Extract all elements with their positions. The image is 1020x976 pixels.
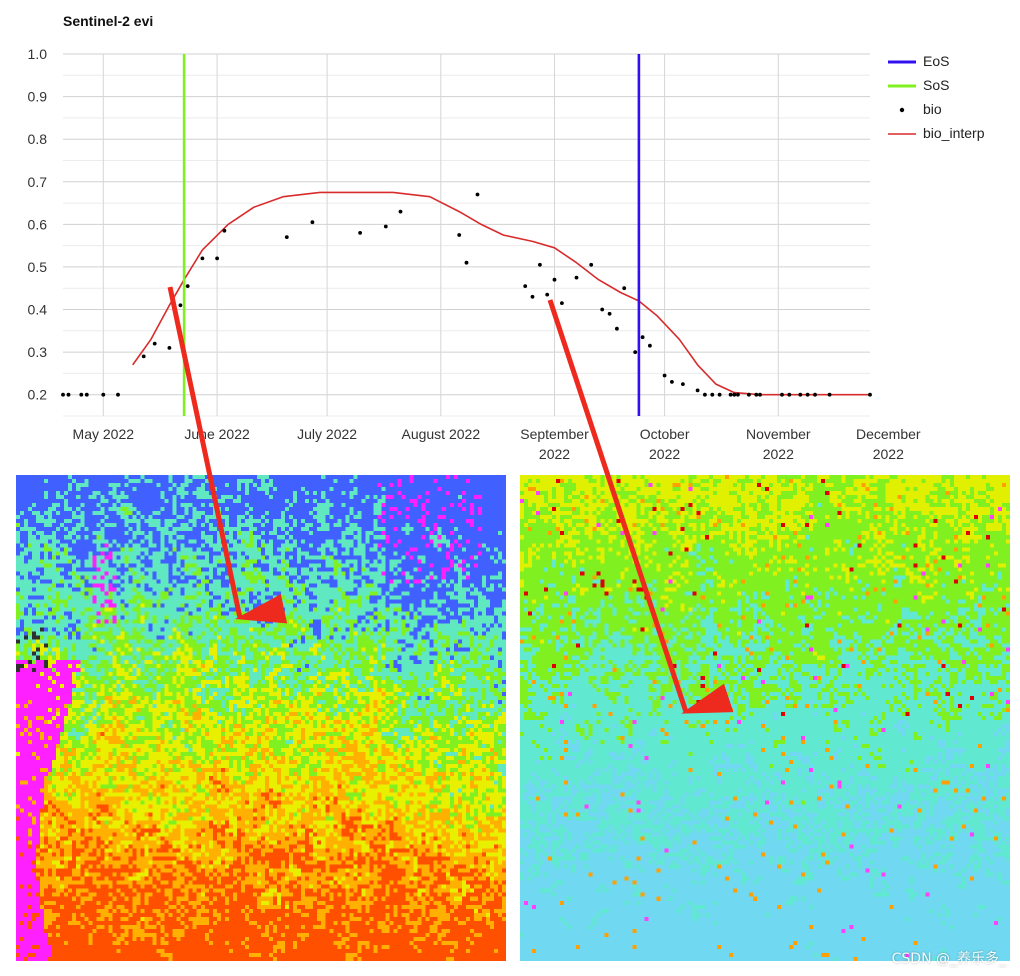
bio-point	[523, 284, 528, 288]
bio-point	[61, 392, 65, 397]
x-tick-label: July 2022	[297, 426, 357, 442]
bio-point	[200, 256, 205, 261]
y-tick-label: 0.7	[28, 174, 48, 190]
bio-point	[648, 343, 652, 348]
bio-point	[284, 235, 289, 240]
bio-point	[670, 380, 674, 384]
bio-point	[600, 307, 605, 312]
bio-point	[703, 392, 707, 397]
bio-point	[868, 392, 872, 397]
bio-point	[545, 292, 550, 297]
bio-point	[732, 392, 737, 397]
bio-point	[717, 392, 722, 397]
bio-point	[607, 311, 612, 316]
bio-point	[178, 303, 183, 308]
legend: EoS SoS bio bio_interp	[888, 53, 985, 141]
bio-point	[798, 392, 803, 397]
bio-point	[681, 382, 685, 386]
bio-point	[754, 392, 759, 397]
bio-point	[358, 231, 362, 235]
y-tick-label: 1.0	[28, 46, 48, 62]
bio-point	[383, 224, 388, 229]
bio-point	[640, 335, 645, 340]
y-tick-label: 0.3	[28, 344, 48, 360]
legend-item-bio[interactable]: bio	[899, 101, 942, 117]
bio-point	[787, 392, 792, 397]
legend-label-sos: SoS	[923, 77, 949, 93]
legend-item-eos[interactable]: EoS	[888, 53, 949, 69]
legend-label-bio-interp: bio_interp	[923, 125, 985, 141]
x-tick-label-year: 2022	[649, 446, 680, 462]
x-tick-label: December	[856, 426, 921, 442]
x-tick-label: May 2022	[73, 426, 135, 442]
bio-point	[813, 392, 817, 397]
y-tick-label: 0.2	[28, 387, 48, 403]
sos-evi-map	[16, 475, 506, 961]
x-tick-label-year: 2022	[763, 446, 794, 462]
bio-point	[662, 373, 667, 378]
legend-label-eos: EoS	[923, 53, 949, 69]
bio-point	[538, 262, 542, 267]
bio-point	[758, 392, 762, 397]
bio-point	[747, 392, 751, 397]
x-tick-label: June 2022	[184, 426, 250, 442]
bio-point	[805, 392, 810, 397]
bio-point	[827, 392, 832, 397]
bio-point	[622, 286, 627, 291]
bio-point	[574, 275, 579, 280]
bio-point	[780, 392, 784, 397]
bio-point	[116, 392, 120, 397]
bio-point	[710, 392, 715, 397]
bio-point	[589, 262, 594, 267]
bio-point	[552, 277, 557, 282]
bio-point	[185, 284, 190, 288]
legend-item-bio-interp[interactable]: bio_interp	[888, 125, 985, 141]
bio-point	[79, 392, 84, 397]
bio-point	[167, 346, 172, 350]
bio-point	[141, 354, 146, 359]
y-tick-label: 0.9	[28, 89, 48, 105]
y-tick-label: 0.4	[28, 302, 48, 318]
bio-point	[222, 228, 227, 233]
bio-point	[457, 233, 462, 237]
y-tick-label: 0.6	[28, 216, 48, 232]
bio-point	[530, 294, 535, 299]
bio-point	[215, 256, 220, 261]
legend-label-bio: bio	[923, 101, 942, 117]
bio-point	[152, 341, 157, 346]
bio-point	[66, 392, 71, 397]
bio-point	[728, 392, 733, 397]
bio-point	[464, 260, 469, 265]
bio-point	[398, 209, 403, 214]
bio-point	[475, 192, 480, 197]
bio-point	[615, 326, 619, 331]
x-tick-label: August 2022	[401, 426, 480, 442]
x-tick-label-year: 2022	[539, 446, 570, 462]
bio-point	[695, 388, 700, 393]
x-tick-label-year: 2022	[873, 446, 904, 462]
bio-point	[736, 392, 740, 397]
bio-point	[633, 350, 638, 354]
bio-point	[310, 220, 315, 225]
bio-point	[560, 301, 564, 305]
sos-evi-map-raster	[16, 475, 506, 961]
plot-series	[61, 54, 872, 416]
legend-item-sos[interactable]: SoS	[888, 77, 949, 93]
chart-title: Sentinel-2 evi	[63, 13, 153, 29]
y-tick-label: 0.8	[28, 131, 48, 147]
y-tick-label: 0.5	[28, 259, 48, 275]
eos-evi-map-raster	[520, 475, 1010, 961]
x-tick-label: November	[746, 426, 811, 442]
evi-chart: 0.2 0.3 0.4 0.5 0.6 0.7 0.8 0.9 1.0 May 2022 June…	[28, 13, 985, 462]
x-axis-ticks: May 2022 June 2022 July 2022 August 2022 Sep…	[73, 426, 921, 462]
bio-point	[101, 392, 106, 397]
legend-swatch-bio	[899, 107, 905, 113]
watermark: CSDN @_养乐多_	[891, 951, 1006, 967]
x-tick-label: September	[520, 426, 589, 442]
y-axis-ticks: 0.2 0.3 0.4 0.5 0.6 0.7 0.8 0.9 1.0	[28, 46, 48, 403]
bio-point	[84, 392, 89, 397]
eos-evi-map	[520, 475, 1010, 961]
x-tick-label: October	[640, 426, 690, 442]
series-bio-interp-line	[132, 191, 870, 396]
